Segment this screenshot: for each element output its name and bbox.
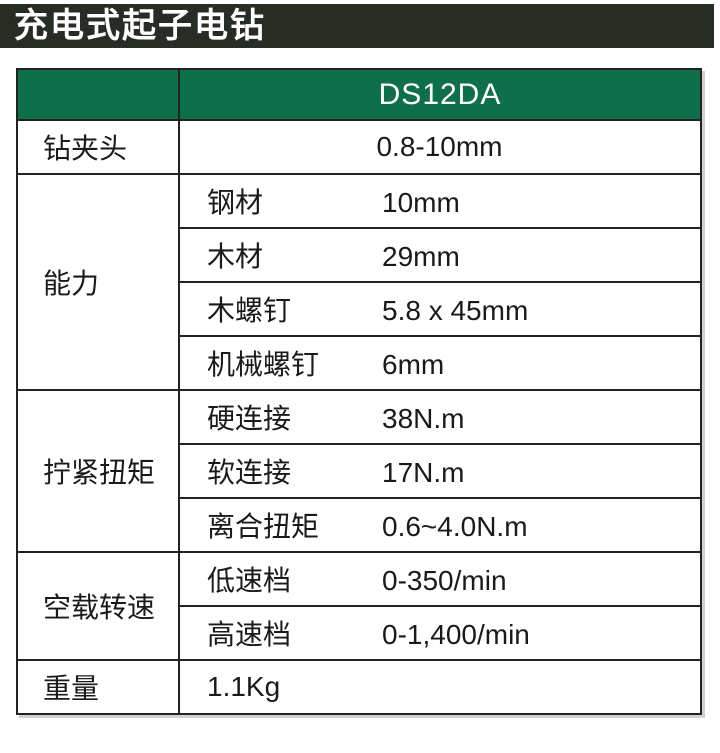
spec-value-cell: 软连接 17N.m [178,443,702,499]
spec-value: 0-350/min [382,565,507,596]
spec-subitem-label: 机械螺钉 [207,349,320,380]
spec-subitem-label: 离合扭矩 [207,511,320,542]
spec-category-cell: 拧紧扭矩 [16,389,180,553]
spec-value-cell: 低速档 0-350/min [178,551,702,607]
spec-value-cell: 离合扭矩 0.6~4.0N.m [178,497,702,553]
spec-value: 6mm [382,349,445,380]
page-title-banner: 充电式起子电钻 [0,4,714,48]
spec-subitem-label: 高速档 [207,619,292,650]
spec-subitem-label: 木材 [207,241,264,272]
table-row: 能力 钢材 10mm [16,173,702,391]
table-row: 软连接 17N.m [17,443,702,499]
page-title: 充电式起子电钻 [14,7,266,45]
table-row: 机械螺钉 6mm [17,335,702,391]
spec-category-cell: 重量 [16,659,180,715]
spec-value-cell: 钢材 10mm [178,173,702,229]
spec-subitem-label: 硬连接 [207,403,292,434]
spec-value: 5.8 x 45mm [382,295,529,326]
spec-category-cell: 空载转速 [16,551,180,661]
table-row: 重量 1.1Kg [16,659,702,715]
spec-subitem-label: 钢材 [207,187,264,218]
model-header-cell: DS12DA [178,68,702,121]
spec-value: 0-1,400/min [382,619,530,650]
table-row: 离合扭矩 0.6~4.0N.m [17,497,702,553]
spec-value-cell: 硬连接 38N.m [178,389,702,445]
spec-value-cell: 木螺钉 5.8 x 45mm [178,281,702,337]
spec-subitem-label: 软连接 [207,457,292,488]
spec-value-cell: 0.8-10mm [178,119,702,175]
spec-value: 17N.m [382,457,465,488]
table-row: 钻夹头 0.8-10mm [16,119,702,175]
spec-value: 10mm [382,187,460,218]
spec-value: 1.1Kg [207,671,281,702]
table-row: 木材 29mm [17,227,702,283]
spec-value: 0.8-10mm [376,131,503,162]
table-row: 高速档 0-1,400/min [17,605,702,661]
spec-subitem-label: 低速档 [207,565,292,596]
spec-value: 29mm [382,241,460,272]
header-spacer-cell [16,68,180,121]
spec-value: 0.6~4.0N.m [382,511,528,542]
table-row: 空载转速 低速档 0-350/min [16,551,702,661]
spec-value: 38N.m [382,403,465,434]
spec-subitem-label: 木螺钉 [207,295,292,326]
table-header-row: DS12DA [16,68,702,121]
table-row: 拧紧扭矩 硬连接 38N.m [16,389,702,553]
spec-category-cell: 能力 [16,173,180,391]
table-row: 木螺钉 5.8 x 45mm [17,281,702,337]
spec-value-cell: 机械螺钉 6mm [178,335,702,391]
spec-value-cell: 高速档 0-1,400/min [178,605,702,661]
spec-category-cell: 钻夹头 [16,119,180,175]
spec-value-cell: 木材 29mm [178,227,702,283]
spec-value-cell: 1.1Kg [178,659,702,715]
spec-table: DS12DA 钻夹头 0.8-10mm 能力 钢材 10mm 木材 29mm [16,68,702,715]
